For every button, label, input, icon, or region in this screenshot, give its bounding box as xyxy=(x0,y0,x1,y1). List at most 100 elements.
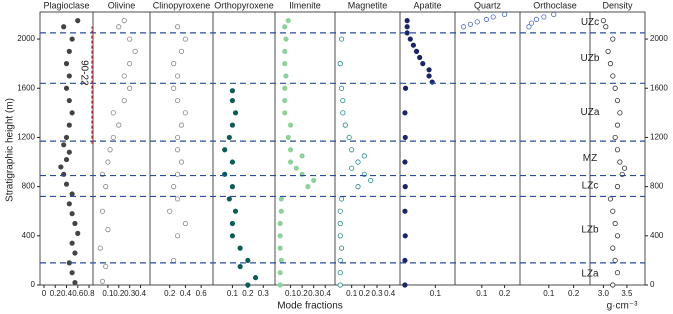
data-point xyxy=(617,110,623,116)
data-point xyxy=(285,18,291,24)
data-point xyxy=(338,36,345,42)
data-point xyxy=(69,191,75,197)
plot-frame xyxy=(39,11,646,286)
zone-label: LZb xyxy=(581,224,599,235)
data-point xyxy=(277,220,283,227)
data-point xyxy=(287,147,294,153)
data-point xyxy=(610,73,616,79)
data-point xyxy=(72,250,78,256)
data-point xyxy=(614,147,621,153)
data-point xyxy=(603,24,609,30)
x-tick-label: 0.1 xyxy=(430,289,442,298)
data-point xyxy=(610,36,616,42)
data-point xyxy=(174,147,181,153)
data-point xyxy=(282,110,288,116)
data-point xyxy=(245,257,251,264)
data-point xyxy=(551,11,557,18)
data-point xyxy=(612,85,618,91)
data-point xyxy=(337,220,343,227)
data-point xyxy=(61,24,67,30)
data-point xyxy=(105,227,111,233)
data-point xyxy=(460,24,467,30)
x-tick-label: 0.1 xyxy=(285,289,297,298)
data-point xyxy=(340,97,346,104)
data-point xyxy=(337,282,343,288)
x-tick-label: 0.3 xyxy=(308,289,320,298)
data-point xyxy=(402,233,408,239)
zone-label: MZ xyxy=(583,153,597,164)
data-point xyxy=(337,270,343,276)
y2-tick-label: 0 xyxy=(650,280,655,289)
data-point xyxy=(174,233,181,239)
data-point xyxy=(229,233,236,239)
x-tick-label: 0 xyxy=(42,289,47,298)
data-point xyxy=(420,61,426,67)
data-point xyxy=(75,18,81,24)
data-point xyxy=(178,122,185,128)
data-point xyxy=(614,270,621,276)
data-point xyxy=(337,208,343,214)
x-axis-label: Mode fractions xyxy=(277,301,343,312)
data-point xyxy=(103,263,109,270)
data-point xyxy=(69,211,75,217)
x-tick-label: 0.4 xyxy=(384,289,396,298)
x-tick-label: 0.2 xyxy=(499,289,511,298)
data-point xyxy=(287,159,294,165)
data-point xyxy=(474,19,480,25)
data-point xyxy=(402,257,408,264)
panel-title: Apatite xyxy=(413,0,441,10)
data-point xyxy=(278,208,284,214)
x-tick-label: 0.3 xyxy=(371,289,383,298)
x-tick-label: 0.1 xyxy=(227,289,239,298)
data-point xyxy=(63,134,70,141)
y2-tick-label: 2000 xyxy=(650,34,668,43)
data-point xyxy=(282,85,288,91)
data-point xyxy=(402,134,408,141)
data-point xyxy=(402,208,408,214)
x-tick-label: 0.4 xyxy=(61,289,73,298)
data-point xyxy=(110,134,116,141)
x-tick-label: 0.3 xyxy=(258,289,270,298)
data-point xyxy=(338,245,345,251)
data-point xyxy=(61,142,67,148)
data-point xyxy=(121,73,127,79)
data-point xyxy=(66,73,72,79)
data-point xyxy=(426,73,432,79)
data-point xyxy=(278,257,284,264)
data-point xyxy=(311,177,317,184)
data-point xyxy=(171,257,177,264)
x-tick-label: 0.2 xyxy=(359,289,371,298)
data-point xyxy=(283,36,289,42)
data-point xyxy=(612,134,618,141)
data-point xyxy=(229,220,236,227)
panel-title: Clinopyroxene xyxy=(153,0,211,10)
x-tick-label: 0.1 xyxy=(346,289,358,298)
x-tick-label: 0.1 xyxy=(102,289,114,298)
data-point xyxy=(413,48,420,54)
x-tick-label: 0.2 xyxy=(568,289,580,298)
y2-tick-label: 800 xyxy=(650,182,664,191)
data-point xyxy=(621,165,628,171)
data-point xyxy=(127,85,133,91)
data-point xyxy=(66,97,72,104)
data-point xyxy=(410,42,416,48)
x-tick-label: 0.3 xyxy=(124,289,136,298)
data-point xyxy=(404,24,410,30)
y2-tick-label: 400 xyxy=(650,231,664,240)
x-tick-label: 0.2 xyxy=(297,289,309,298)
zone-label: LZc xyxy=(582,181,599,192)
data-point xyxy=(612,257,618,264)
data-point xyxy=(277,233,283,239)
data-point xyxy=(174,24,181,30)
data-point xyxy=(69,110,75,116)
data-point xyxy=(174,97,181,104)
data-point xyxy=(404,18,410,24)
data-point xyxy=(237,245,243,251)
data-point xyxy=(342,122,348,128)
y-tick-label: 0 xyxy=(31,280,36,289)
data-point xyxy=(278,196,284,202)
data-point xyxy=(282,24,288,30)
data-point xyxy=(610,245,616,251)
data-point xyxy=(368,177,374,184)
data-point xyxy=(105,159,111,165)
